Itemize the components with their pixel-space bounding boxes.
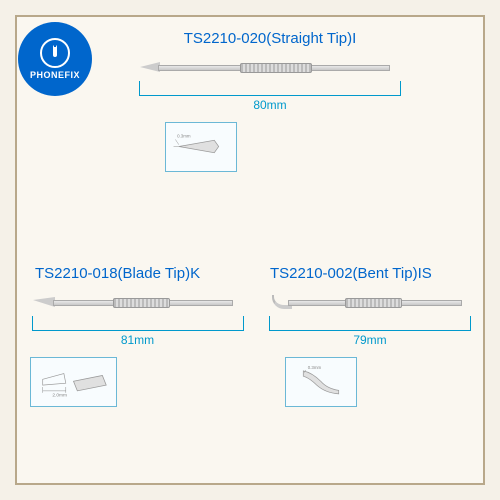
grip [113, 298, 170, 308]
grip [345, 298, 402, 308]
product-title: TS2210-018(Blade Tip)K [25, 265, 250, 282]
blade-tip-sketch-icon: 2.0mm [35, 362, 112, 404]
product-title: TS2210-002(Bent Tip)IS [260, 265, 480, 282]
brand-logo: PHONEFIX [18, 22, 92, 96]
product-blade-tip: TS2210-018(Blade Tip)K 81mm 2.0mm [25, 265, 250, 407]
bent-tip-sketch-icon: 0.3mm [290, 362, 352, 401]
dimension-bracket [269, 316, 471, 331]
tip-illustration [270, 292, 470, 312]
svg-text:0.3mm: 0.3mm [308, 365, 322, 370]
dimension-label: 81mm [25, 333, 250, 347]
product-title: TS2210-020(Straight Tip)I [130, 30, 410, 47]
tip-point-icon [33, 297, 55, 307]
dimension-label: 79mm [260, 333, 480, 347]
tip-illustration [33, 292, 243, 312]
straight-tip-sketch-icon: 0.3mm [170, 127, 232, 166]
dimension-label: 80mm [130, 98, 410, 112]
svg-text:0.3mm: 0.3mm [177, 134, 191, 139]
tip-illustration [140, 57, 400, 77]
dimension-bracket [32, 316, 244, 331]
tip-point-icon [140, 62, 160, 72]
brand-name: PHONEFIX [30, 70, 80, 80]
detail-inset: 2.0mm [30, 357, 117, 407]
dimension-bracket [139, 81, 401, 96]
wrench-icon [40, 38, 70, 68]
svg-text:2.0mm: 2.0mm [52, 393, 67, 399]
grip [240, 63, 312, 73]
detail-inset: 0.3mm [285, 357, 357, 407]
detail-inset: 0.3mm [165, 122, 237, 172]
product-straight-tip: TS2210-020(Straight Tip)I 80mm 0.3mm [130, 30, 410, 172]
product-bent-tip: TS2210-002(Bent Tip)IS 79mm 0.3mm [260, 265, 480, 407]
